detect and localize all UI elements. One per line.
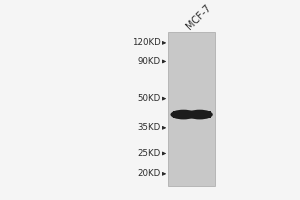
Text: 50KD: 50KD: [137, 94, 160, 103]
Ellipse shape: [187, 110, 213, 119]
Text: 120KD: 120KD: [132, 38, 160, 47]
Bar: [172, 111, 211, 118]
Text: MCF-7: MCF-7: [184, 3, 213, 31]
Text: 25KD: 25KD: [137, 149, 160, 158]
Bar: [168, 32, 215, 186]
Ellipse shape: [170, 110, 196, 119]
Text: 20KD: 20KD: [137, 169, 160, 178]
Text: 90KD: 90KD: [137, 57, 160, 66]
Text: 35KD: 35KD: [137, 123, 160, 132]
